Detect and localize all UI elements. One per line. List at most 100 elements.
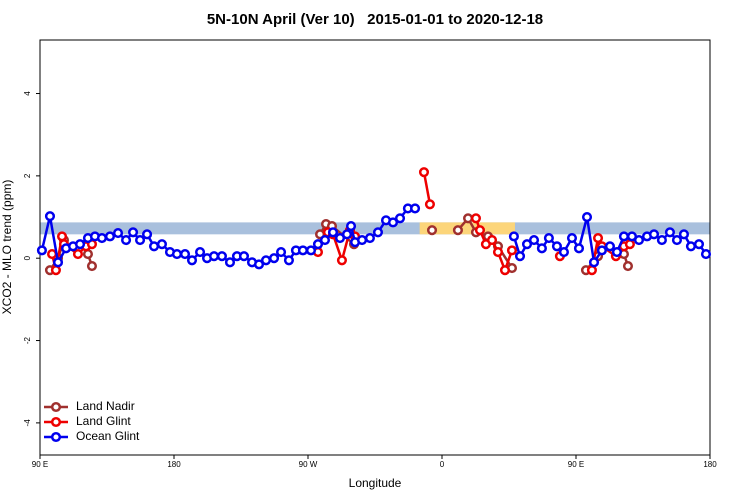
data-point bbox=[514, 251, 526, 262]
data-point bbox=[319, 235, 331, 246]
x-tick-label: 0 bbox=[440, 460, 445, 469]
data-point bbox=[586, 265, 597, 276]
data-point bbox=[463, 213, 474, 224]
data-point bbox=[486, 235, 498, 246]
data-point bbox=[341, 229, 353, 240]
x-tick-label: 90 E bbox=[32, 460, 48, 469]
data-point bbox=[536, 243, 547, 254]
data-point bbox=[678, 229, 689, 240]
data-point bbox=[664, 227, 675, 238]
y-tick-label: -2 bbox=[23, 336, 32, 344]
data-point bbox=[508, 231, 519, 242]
x-tick-label: 180 bbox=[167, 460, 181, 469]
data-point bbox=[96, 232, 107, 244]
data-point bbox=[82, 249, 93, 260]
data-point bbox=[345, 221, 357, 232]
series-line bbox=[422, 171, 432, 205]
data-point bbox=[410, 203, 421, 214]
data-point bbox=[543, 232, 554, 244]
data-point bbox=[47, 249, 58, 260]
data-point bbox=[426, 225, 438, 236]
data-point bbox=[424, 199, 435, 210]
data-point bbox=[186, 255, 198, 266]
data-point bbox=[418, 167, 430, 178]
data-point bbox=[179, 249, 191, 260]
data-point bbox=[624, 239, 635, 250]
data-point bbox=[260, 255, 272, 266]
data-point bbox=[56, 231, 68, 242]
data-point bbox=[253, 259, 265, 270]
x-tick-label: 90 W bbox=[299, 460, 318, 469]
data-point bbox=[633, 235, 645, 246]
legend-swatch bbox=[50, 416, 62, 428]
data-point bbox=[506, 245, 518, 256]
data-point bbox=[671, 235, 682, 246]
data-point bbox=[195, 246, 206, 258]
chart-title: 5N-10N April (Ver 10) 2015-01-01 to 2020… bbox=[207, 11, 543, 28]
y-axis-label: XCO2 - MLO trend (ppm) bbox=[0, 180, 14, 315]
data-point bbox=[611, 246, 622, 258]
data-point bbox=[551, 241, 562, 252]
data-point bbox=[283, 255, 294, 266]
series bbox=[36, 203, 712, 270]
data-point bbox=[142, 229, 153, 240]
data-point bbox=[72, 249, 84, 260]
y-tick-label: 2 bbox=[23, 173, 32, 178]
data-point bbox=[452, 225, 463, 236]
data-point bbox=[499, 265, 511, 276]
data-point bbox=[685, 241, 696, 252]
data-point bbox=[592, 232, 604, 244]
data-point bbox=[52, 257, 64, 268]
series bbox=[47, 167, 635, 276]
data-point bbox=[394, 213, 406, 224]
data-point bbox=[128, 227, 139, 238]
data-point bbox=[387, 217, 399, 228]
data-point bbox=[224, 257, 236, 268]
data-point bbox=[618, 231, 629, 242]
data-point bbox=[656, 235, 667, 246]
data-point bbox=[581, 211, 593, 223]
data-point bbox=[474, 225, 486, 236]
data-point bbox=[588, 257, 600, 268]
data-point bbox=[528, 235, 540, 246]
data-point bbox=[336, 255, 347, 266]
data-point bbox=[566, 232, 578, 244]
data-point bbox=[596, 245, 607, 256]
x-tick-label: 180 bbox=[703, 460, 717, 469]
legend-swatch bbox=[50, 401, 62, 413]
highlight-band bbox=[419, 222, 515, 235]
data-point bbox=[209, 251, 220, 262]
data-point bbox=[492, 246, 504, 258]
data-point bbox=[148, 241, 160, 252]
data-point bbox=[171, 249, 183, 260]
y-tick-label: 4 bbox=[23, 91, 32, 96]
data-point bbox=[604, 241, 615, 252]
data-point bbox=[156, 239, 167, 250]
x-tick-label: 90 E bbox=[568, 460, 584, 469]
data-point bbox=[372, 227, 384, 238]
data-point bbox=[50, 265, 61, 276]
data-point bbox=[700, 249, 712, 260]
legend-label: Land Glint bbox=[76, 414, 131, 428]
data-point bbox=[75, 239, 86, 250]
data-point bbox=[521, 239, 533, 250]
data-point bbox=[44, 211, 56, 222]
data-point bbox=[121, 235, 132, 246]
legend-label: Ocean Glint bbox=[76, 429, 140, 443]
data-point bbox=[364, 232, 375, 244]
data-point bbox=[269, 253, 280, 264]
data-point bbox=[216, 251, 227, 262]
data-point bbox=[622, 260, 634, 272]
legend-swatch bbox=[50, 431, 62, 443]
legend-label: Land Nadir bbox=[76, 399, 135, 413]
data-point bbox=[648, 229, 660, 240]
data-point bbox=[276, 246, 287, 258]
data-point bbox=[305, 245, 317, 256]
data-point bbox=[356, 235, 368, 246]
data-point bbox=[112, 228, 124, 239]
data-point bbox=[135, 235, 146, 246]
data-point bbox=[573, 243, 585, 254]
data-point bbox=[86, 260, 98, 272]
data-point bbox=[297, 245, 308, 256]
